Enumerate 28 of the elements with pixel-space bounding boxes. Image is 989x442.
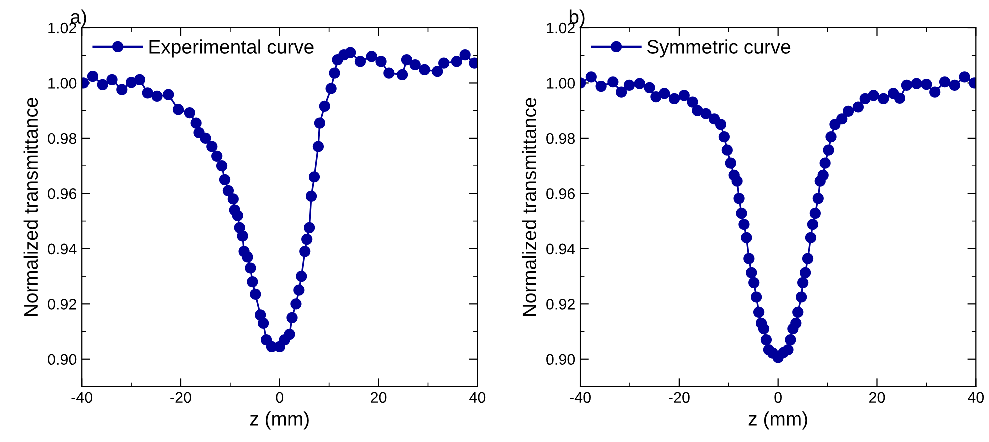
x-tick-label: 20 xyxy=(371,392,387,404)
x-tick-label: -20 xyxy=(170,392,192,404)
x-tick-label: -40 xyxy=(570,392,591,404)
x-axis-title: z (mm) xyxy=(748,412,808,430)
x-tick-label: 20 xyxy=(870,392,886,404)
x-tick-label: -20 xyxy=(669,392,690,404)
x-axis-title: z (mm) xyxy=(250,412,309,430)
x-tick-label: 40 xyxy=(968,392,984,404)
y-tick-label: 0.96 xyxy=(546,188,576,200)
x-tick-label: 0 xyxy=(774,392,782,404)
x-tick-label: 40 xyxy=(470,392,486,404)
y-tick-label: 1.00 xyxy=(48,78,77,89)
y-tick-label: 0.92 xyxy=(48,299,76,310)
y-tick-label: 1.00 xyxy=(547,78,576,89)
y-tick-label: 0.90 xyxy=(48,354,77,366)
y-tick-label: 0.94 xyxy=(48,244,77,255)
y-tick-label: 0.98 xyxy=(546,133,576,144)
legend-label: Symmetric curve xyxy=(648,40,791,58)
y-tick-label: 0.92 xyxy=(546,299,575,310)
y-axis-title: Normalized transmittance xyxy=(522,98,537,316)
y-tick-label: 0.90 xyxy=(546,354,576,366)
x-tick-label: 0 xyxy=(276,392,284,404)
legend-label: Experimental curve xyxy=(150,40,314,58)
y-axis-title: Normalized transmittance xyxy=(24,98,38,316)
y-tick-label: 0.98 xyxy=(48,133,77,144)
y-tick-label: 0.96 xyxy=(48,188,77,200)
x-tick-label: -40 xyxy=(72,392,93,404)
y-tick-label: 0.94 xyxy=(546,244,576,255)
